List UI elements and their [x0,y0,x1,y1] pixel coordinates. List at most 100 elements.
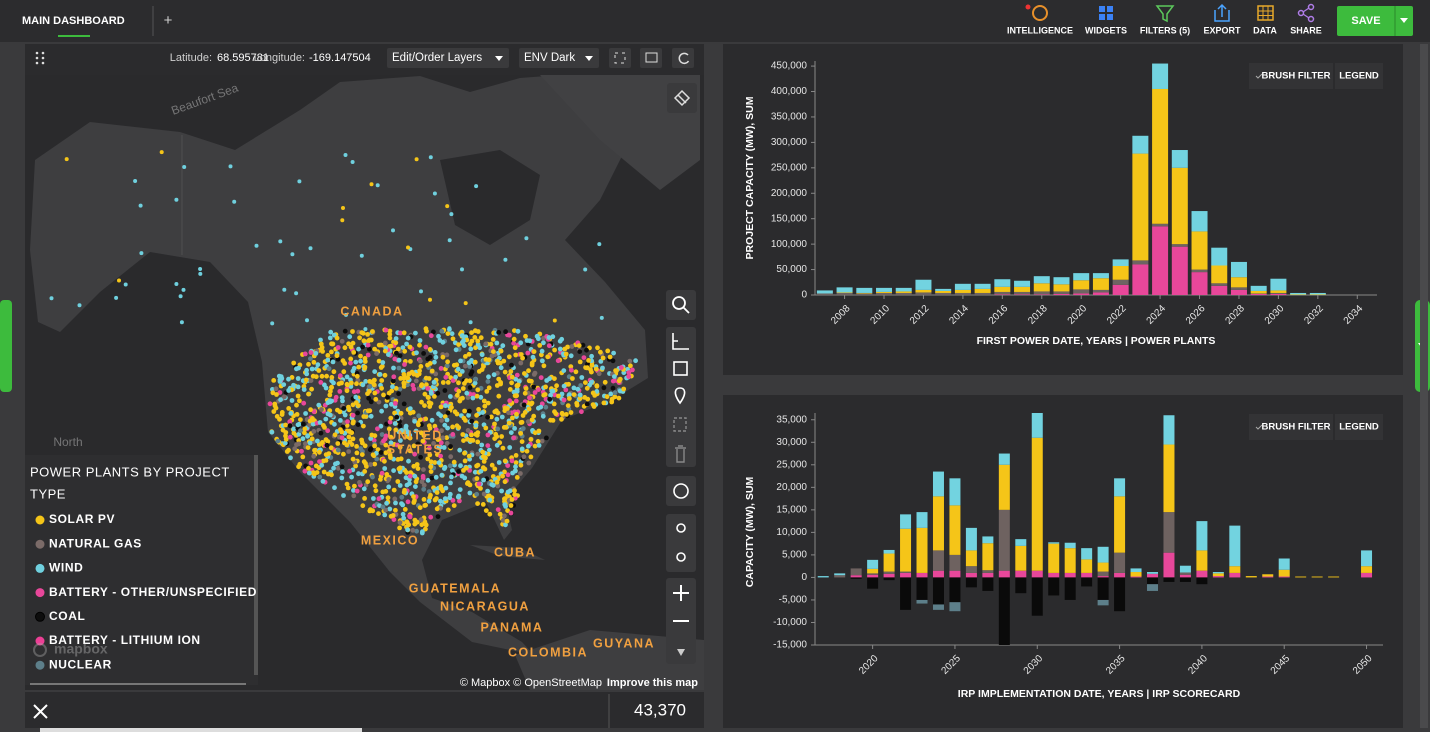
bar-segment [932,496,944,551]
fullscreen-button[interactable] [609,48,631,68]
tool-label[interactable]: DATA [1253,25,1277,35]
legend-title: POWER PLANTS BY PROJECT [30,464,230,479]
plant-dot [302,468,308,474]
save-button[interactable] [1337,6,1413,36]
plant-dot [378,365,384,370]
tool-label[interactable]: FILTERS (5) [1140,25,1190,35]
plant-dot [326,366,332,372]
tool-label[interactable]: SHARE [1290,25,1322,35]
plant-dot [487,447,492,453]
map[interactable] [25,72,704,690]
plant-dot [347,439,353,445]
drag-handle[interactable] [35,51,45,65]
bar-segment [895,291,912,293]
plant-dot [526,443,531,449]
chart-button[interactable] [1249,63,1333,89]
plant-dot [571,385,577,391]
plant-dot [547,396,553,402]
place-label: COLOMBIA [508,645,588,659]
plant-dot [397,520,403,525]
plant-dot [335,441,341,446]
plant-dot [320,349,325,354]
chart-button-label[interactable]: BRUSH FILTER [1262,422,1331,433]
bar-segment [1152,226,1169,295]
layers-label[interactable]: Edit/Order Layers [392,52,482,64]
plant-dot [601,385,607,391]
plant-dot [294,291,299,296]
plant-dot [568,364,574,369]
map-button[interactable] [666,476,696,506]
icon-ruler [672,333,689,350]
bar-segment [1112,284,1129,295]
legend-scrollbar[interactable] [254,455,258,675]
legend-swatch [35,611,45,622]
plant-dot [384,500,389,506]
attribution[interactable]: © Mapbox © OpenStreetMap [460,677,602,689]
chart-button-label[interactable]: LEGEND [1339,422,1379,433]
layers-dropdown[interactable] [387,48,509,68]
bar-segment [1048,572,1060,578]
plant-dot [341,369,347,375]
tool-label[interactable]: EXPORT [1203,25,1241,35]
plant-dot [434,506,440,512]
scrollbar[interactable] [1420,44,1428,728]
plant-dot [584,365,590,371]
plant-dot [507,445,513,450]
plant-dot [512,468,518,474]
map-button[interactable] [666,290,696,320]
plant-dot [382,458,387,464]
icon-export [1214,3,1230,22]
tool-label[interactable]: INTELLIGENCE [1007,25,1073,35]
chart-button[interactable] [1249,414,1333,440]
style-label[interactable]: ENV Dark [524,52,575,64]
plant-dot [413,378,419,384]
refresh-button[interactable] [672,48,694,68]
plant-dot [455,366,461,372]
plant-dot [510,415,515,421]
chart-button[interactable] [1335,63,1383,89]
plant-dot [581,355,587,360]
chart-button-label[interactable]: BRUSH FILTER [1262,71,1331,82]
bar-segment [974,283,991,289]
save-label[interactable]: SAVE [1351,15,1380,27]
style-dropdown[interactable] [519,48,599,68]
chart-button[interactable] [1335,414,1383,440]
plant-dot [334,335,340,341]
horizontal-scrollbar[interactable] [40,728,362,732]
tool-label[interactable]: WIDGETS [1085,25,1127,35]
plant-dot [450,498,456,503]
bar-segment [1230,289,1247,295]
plant-dot [428,333,434,339]
chart-button-label[interactable]: LEGEND [1339,71,1379,82]
plant-dot [460,386,466,391]
icon-search [682,306,690,314]
plant-dot [468,320,473,325]
plant-dot [335,447,341,453]
plant-dot [505,489,511,495]
bar-segment [1033,294,1050,295]
close-button[interactable] [33,704,48,719]
longitude-label: Longitude: [254,52,305,64]
plant-dot [480,449,486,455]
image-button[interactable] [640,48,662,68]
improve-map[interactable]: Improve this map [607,677,698,689]
plant-dot [495,426,501,432]
plant-dot [463,354,468,359]
tab-title[interactable]: MAIN DASHBOARD [22,15,125,27]
bar-segment [1361,572,1373,578]
plant-dot [425,394,431,400]
plant-dot [431,379,437,385]
plant-dot [559,410,565,416]
plant-dot [321,469,327,475]
y-tick-label: 25,000 [776,459,807,470]
side-tab-left[interactable] [0,300,12,392]
bar-segment [1081,559,1093,573]
plant-dot [428,155,433,160]
plant-dot [346,407,352,413]
bar-segment [1053,291,1070,294]
plant-dot [305,445,311,450]
zoom-extent[interactable] [666,514,696,572]
save-dropdown[interactable] [1400,18,1408,23]
add-tab[interactable]: + [164,12,173,29]
plant-dot [304,371,310,377]
